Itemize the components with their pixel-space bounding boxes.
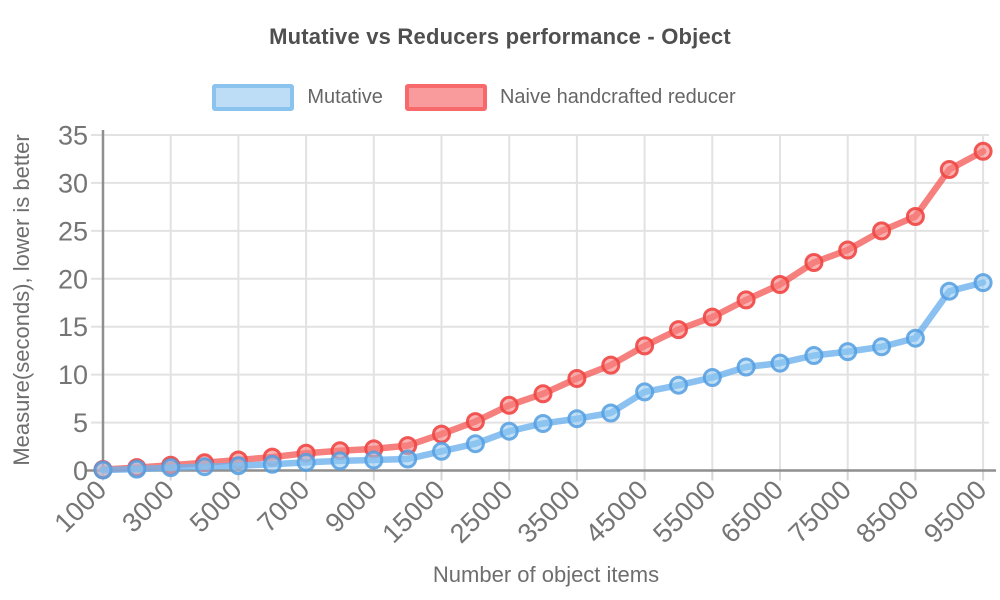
data-point-marker <box>905 207 925 226</box>
data-point-marker <box>736 290 756 310</box>
data-point-marker <box>905 328 925 348</box>
data-point-marker <box>973 273 993 293</box>
y-tick-label: 10 <box>58 360 88 390</box>
data-point-marker <box>465 434 485 454</box>
data-point-marker <box>804 253 824 272</box>
chart-canvas: 0 5 10 15 20 25 30 35 1000 3000 5000 7000 9000150002… <box>49 121 996 549</box>
x-tick-label: 55000 <box>647 475 721 549</box>
y-tick-label: 30 <box>58 168 88 198</box>
legend-label: Mutative <box>307 86 383 108</box>
x-tick-label: 9000 <box>319 475 383 539</box>
y-tick-label: 25 <box>58 216 88 246</box>
data-point-marker <box>465 412 485 432</box>
data-point-marker <box>195 457 215 477</box>
legend-label: Naive handcrafted reducer <box>499 86 736 108</box>
x-tick-label: 95000 <box>918 475 992 549</box>
data-point-marker <box>973 141 993 161</box>
data-point-marker <box>939 160 959 179</box>
data-point-marker <box>533 384 553 404</box>
x-tick-label: 15000 <box>376 475 450 549</box>
data-point-marker <box>330 451 350 471</box>
data-point-marker <box>296 452 316 472</box>
data-point-marker <box>736 357 756 377</box>
series-line-mutative <box>99 279 987 474</box>
y-tick-label: 15 <box>58 312 88 342</box>
data-point-marker <box>533 414 553 433</box>
data-point-marker <box>669 320 688 340</box>
x-tick-label: 35000 <box>512 475 586 549</box>
data-point-marker <box>872 337 892 357</box>
y-tick-label: 35 <box>58 121 88 151</box>
data-point-marker <box>669 375 688 395</box>
data-point-marker <box>770 275 790 294</box>
x-tick-label: 1000 <box>49 475 113 539</box>
chart-title: Mutative vs Reducers performance - Objec… <box>269 24 731 49</box>
x-tick-label: 3000 <box>116 475 180 539</box>
data-point-marker <box>432 424 451 444</box>
data-point-marker <box>161 458 181 478</box>
data-point-marker <box>702 307 722 327</box>
x-axis-title: Number of object items <box>432 562 660 587</box>
data-point-marker <box>872 221 892 241</box>
data-point-marker <box>567 369 587 388</box>
legend-item-mutative: Mutative <box>212 84 383 111</box>
x-tick-label: 85000 <box>850 475 924 549</box>
data-point-marker <box>228 456 248 476</box>
data-point-marker <box>127 459 147 479</box>
data-point-marker <box>770 353 790 373</box>
x-tick-label: 65000 <box>715 475 789 549</box>
data-point-marker <box>939 281 959 301</box>
legend-swatch <box>404 84 487 111</box>
data-point-marker <box>838 240 858 260</box>
legend-swatch <box>212 84 295 111</box>
y-axis-title: Measure(seconds), lower is better <box>9 134 34 466</box>
data-point-marker <box>93 460 113 480</box>
data-point-marker <box>432 441 451 461</box>
x-tick-label: 25000 <box>444 475 518 549</box>
data-point-marker <box>804 346 824 365</box>
x-tick-label: 5000 <box>184 475 248 539</box>
data-point-marker <box>635 336 655 356</box>
y-tick-label: 0 <box>73 456 88 486</box>
legend: Mutative Naive handcrafted reducer <box>0 84 974 111</box>
data-point-marker <box>601 355 621 375</box>
x-tick-label: 45000 <box>580 475 654 549</box>
data-point-marker <box>635 382 655 402</box>
data-point-marker <box>567 409 587 429</box>
data-point-marker <box>499 421 519 441</box>
data-point-marker <box>262 454 282 474</box>
data-point-marker <box>398 449 418 469</box>
y-tick-label: 5 <box>73 408 88 438</box>
x-tick-label: 7000 <box>252 475 316 539</box>
data-point-marker <box>499 395 519 415</box>
legend-item-naive-handcrafted-reducer: Naive handcrafted reducer <box>404 84 736 111</box>
data-point-marker <box>838 342 858 362</box>
x-tick-label: 75000 <box>783 475 857 549</box>
data-point-marker <box>601 403 621 423</box>
data-point-marker <box>364 450 384 470</box>
y-tick-label: 20 <box>58 264 88 294</box>
data-point-marker <box>702 368 722 387</box>
